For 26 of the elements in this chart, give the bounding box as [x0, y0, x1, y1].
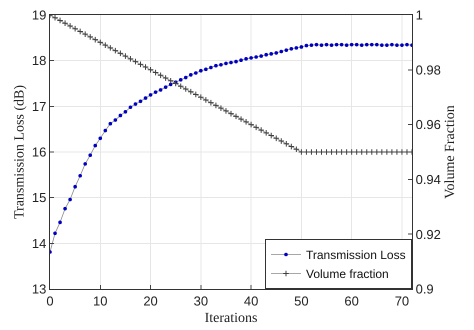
x-tick-label: 0	[46, 294, 54, 309]
y2-tick-label: 0.96	[416, 117, 441, 132]
y2-tick-label: 0.92	[416, 226, 441, 242]
y-axis-title: Transmission Loss (dB)	[12, 84, 28, 220]
x-tick-label: 10	[93, 294, 108, 309]
y2-tick-label: 1	[416, 8, 423, 23]
y-tick-label: 13	[32, 282, 46, 297]
x-tick-label: 20	[143, 294, 158, 309]
y2-axis-title: Volume Fraction	[443, 105, 458, 199]
y-tick-label: 18	[32, 53, 46, 68]
y-tick-label: 16	[32, 144, 46, 160]
legend-label: Transmission Loss	[306, 248, 406, 262]
y2-tick-label: 0.98	[416, 62, 441, 78]
x-tick-label: 30	[194, 294, 208, 309]
legend-label: Volume fraction	[306, 267, 389, 282]
x-tick-label: 50	[294, 294, 309, 309]
x-tick-label: 60	[344, 294, 359, 309]
y2-tick-label: 0.9	[416, 282, 434, 297]
x-tick-label: 70	[394, 294, 410, 309]
y-tick-label: 19	[32, 8, 46, 23]
x-axis-title: Iterations	[204, 310, 258, 326]
y-tick-label: 15	[32, 190, 46, 206]
y-tick-label: 17	[32, 98, 46, 114]
x-tick-label: 40	[244, 294, 258, 309]
y2-tick-label: 0.94	[416, 172, 441, 187]
y-tick-label: 14	[32, 236, 46, 251]
